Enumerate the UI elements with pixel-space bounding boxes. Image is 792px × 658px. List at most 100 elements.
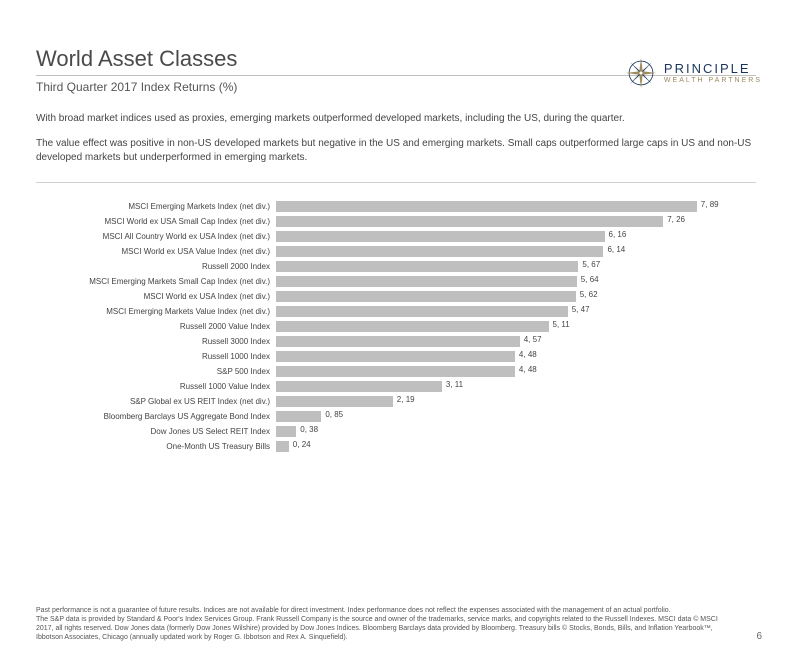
chart-bar xyxy=(276,201,697,212)
chart-bar-value: 6, 16 xyxy=(609,230,627,239)
disclaimer-line-2: The S&P data is provided by Standard & P… xyxy=(36,615,732,642)
chart-bar-area: 5, 47 xyxy=(276,306,756,317)
brand-logo: PRINCIPLE WEALTH PARTNERS xyxy=(624,56,762,90)
returns-bar-chart: MSCI Emerging Markets Index (net div.) 7,… xyxy=(36,199,756,454)
chart-row-label: S&P Global ex US REIT Index (net div.) xyxy=(36,397,276,406)
chart-bar-value: 0, 38 xyxy=(300,425,318,434)
chart-row-label: Russell 1000 Index xyxy=(36,352,276,361)
intro-para-2: The value effect was positive in non-US … xyxy=(36,137,756,166)
chart-row: S&P Global ex US REIT Index (net div.) 2,… xyxy=(36,394,756,409)
chart-bar-value: 4, 57 xyxy=(524,335,542,344)
chart-bar-value: 4, 48 xyxy=(519,365,537,374)
chart-bar xyxy=(276,321,549,332)
chart-row: Bloomberg Barclays US Aggregate Bond Ind… xyxy=(36,409,756,424)
chart-bar-value: 6, 14 xyxy=(607,245,625,254)
chart-row: Dow Jones US Select REIT Index 0, 38 xyxy=(36,424,756,439)
brand-text: PRINCIPLE WEALTH PARTNERS xyxy=(664,62,762,84)
chart-bar-value: 7, 89 xyxy=(701,200,719,209)
chart-bar-area: 0, 38 xyxy=(276,426,756,437)
chart-row: Russell 3000 Index 4, 57 xyxy=(36,334,756,349)
chart-bar-area: 0, 24 xyxy=(276,441,756,452)
chart-bar-value: 5, 67 xyxy=(582,260,600,269)
chart-row-label: Russell 2000 Value Index xyxy=(36,322,276,331)
chart-bar-area: 7, 89 xyxy=(276,201,756,212)
chart-bar xyxy=(276,216,663,227)
chart-row-label: MSCI All Country World ex USA Index (net… xyxy=(36,232,276,241)
chart-row: MSCI World ex USA Small Cap Index (net d… xyxy=(36,214,756,229)
chart-bar-area: 6, 14 xyxy=(276,246,756,257)
disclaimer-text: Past performance is not a guarantee of f… xyxy=(36,606,732,642)
chart-row-label: MSCI World ex USA Index (net div.) xyxy=(36,292,276,301)
chart-row-label: MSCI Emerging Markets Value Index (net d… xyxy=(36,307,276,316)
chart-bar xyxy=(276,246,603,257)
chart-bar xyxy=(276,231,605,242)
chart-row-label: Russell 3000 Index xyxy=(36,337,276,346)
chart-row-label: One-Month US Treasury Bills xyxy=(36,442,276,451)
chart-bar xyxy=(276,291,576,302)
page-number: 6 xyxy=(756,631,762,642)
chart-bar xyxy=(276,276,577,287)
page-root: PRINCIPLE WEALTH PARTNERS World Asset Cl… xyxy=(0,46,792,658)
chart-row: Russell 1000 Index 4, 48 xyxy=(36,349,756,364)
chart-bar-value: 7, 26 xyxy=(667,215,685,224)
chart-row-label: S&P 500 Index xyxy=(36,367,276,376)
chart-bar-area: 6, 16 xyxy=(276,231,756,242)
chart-bar-area: 4, 48 xyxy=(276,351,756,362)
intro-para-1: With broad market indices used as proxie… xyxy=(36,112,756,127)
section-divider xyxy=(36,182,756,183)
chart-bar xyxy=(276,261,578,272)
chart-row: One-Month US Treasury Bills 0, 24 xyxy=(36,439,756,454)
chart-bar-area: 5, 62 xyxy=(276,291,756,302)
chart-bar-value: 0, 24 xyxy=(293,440,311,449)
chart-bar xyxy=(276,306,568,317)
chart-bar-value: 5, 64 xyxy=(581,275,599,284)
chart-bar xyxy=(276,336,520,347)
chart-bar xyxy=(276,351,515,362)
chart-bar xyxy=(276,441,289,452)
chart-row-label: Russell 1000 Value Index xyxy=(36,382,276,391)
chart-bar-area: 3, 11 xyxy=(276,381,756,392)
chart-bar xyxy=(276,366,515,377)
chart-row-label: Bloomberg Barclays US Aggregate Bond Ind… xyxy=(36,412,276,421)
chart-bar-area: 5, 11 xyxy=(276,321,756,332)
chart-row: Russell 2000 Index 5, 67 xyxy=(36,259,756,274)
chart-bar-value: 0, 85 xyxy=(325,410,343,419)
chart-row: MSCI Emerging Markets Value Index (net d… xyxy=(36,304,756,319)
chart-row-label: MSCI Emerging Markets Small Cap Index (n… xyxy=(36,277,276,286)
chart-bar-value: 2, 19 xyxy=(397,395,415,404)
chart-row: Russell 1000 Value Index 3, 11 xyxy=(36,379,756,394)
chart-row: MSCI Emerging Markets Small Cap Index (n… xyxy=(36,274,756,289)
chart-row: MSCI Emerging Markets Index (net div.) 7,… xyxy=(36,199,756,214)
chart-row-label: Dow Jones US Select REIT Index xyxy=(36,427,276,436)
chart-bar xyxy=(276,381,442,392)
chart-bar-area: 5, 64 xyxy=(276,276,756,287)
chart-bar-value: 4, 48 xyxy=(519,350,537,359)
chart-row: Russell 2000 Value Index 5, 11 xyxy=(36,319,756,334)
chart-bar-area: 4, 57 xyxy=(276,336,756,347)
chart-row-label: MSCI World ex USA Value Index (net div.) xyxy=(36,247,276,256)
chart-bar-value: 5, 11 xyxy=(553,320,570,329)
chart-bar-area: 7, 26 xyxy=(276,216,756,227)
chart-bar-value: 5, 62 xyxy=(580,290,598,299)
brand-main: PRINCIPLE xyxy=(664,62,762,75)
chart-row-label: MSCI World ex USA Small Cap Index (net d… xyxy=(36,217,276,226)
chart-bar-area: 4, 48 xyxy=(276,366,756,377)
chart-bar xyxy=(276,411,321,422)
chart-bar-value: 5, 47 xyxy=(572,305,590,314)
chart-bar xyxy=(276,426,296,437)
chart-row-label: MSCI Emerging Markets Index (net div.) xyxy=(36,202,276,211)
chart-bar-area: 2, 19 xyxy=(276,396,756,407)
chart-bar-area: 0, 85 xyxy=(276,411,756,422)
chart-row: MSCI World ex USA Value Index (net div.)… xyxy=(36,244,756,259)
chart-row: S&P 500 Index 4, 48 xyxy=(36,364,756,379)
intro-text: With broad market indices used as proxie… xyxy=(36,112,756,166)
chart-bar-area: 5, 67 xyxy=(276,261,756,272)
chart-bar xyxy=(276,396,393,407)
chart-bar-value: 3, 11 xyxy=(446,380,463,389)
brand-sub: WEALTH PARTNERS xyxy=(664,77,762,84)
chart-row: MSCI All Country World ex USA Index (net… xyxy=(36,229,756,244)
disclaimer-line-1: Past performance is not a guarantee of f… xyxy=(36,606,732,615)
chart-row-label: Russell 2000 Index xyxy=(36,262,276,271)
compass-icon xyxy=(624,56,658,90)
chart-row: MSCI World ex USA Index (net div.) 5, 62 xyxy=(36,289,756,304)
